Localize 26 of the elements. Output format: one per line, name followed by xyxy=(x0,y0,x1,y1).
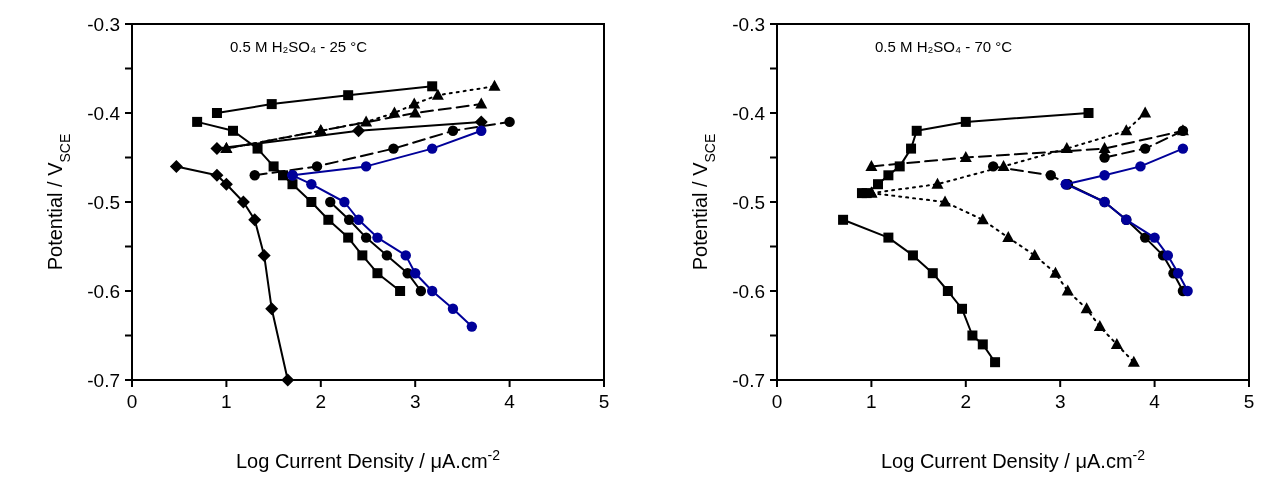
x-tick-label: 1 xyxy=(221,391,232,412)
x-tick-label: 3 xyxy=(409,391,421,412)
x-tick-label: 4 xyxy=(504,391,516,412)
x-tick-label: 4 xyxy=(1149,391,1161,412)
x-tick-label: 5 xyxy=(1243,391,1255,412)
text: 0.5 M H₂SO₄ - 25 °C xyxy=(230,38,368,55)
y-tick-label: -0.7 xyxy=(87,369,120,391)
y-tick-label: -0.6 xyxy=(732,280,765,302)
x-tick-label: 0 xyxy=(771,391,783,412)
x-tick-label: 2 xyxy=(315,391,327,412)
y-tick-label: -0.6 xyxy=(87,280,120,302)
x-tick-label: 3 xyxy=(1054,391,1066,412)
text: 0.5 M H₂SO₄ - 70 °C xyxy=(875,38,1013,55)
y-tick-label: -0.5 xyxy=(732,191,765,213)
y-tick-label: -0.4 xyxy=(87,102,121,124)
y-tick-label: -0.3 xyxy=(732,13,765,35)
y-tick-label: -0.3 xyxy=(87,13,120,35)
x-tick-label: 1 xyxy=(866,391,877,412)
x-axis-title: Log Current Density / μA.cm$^{-2}$ xyxy=(235,447,501,472)
x-tick-label: 5 xyxy=(598,391,610,412)
x-tick-label: 0 xyxy=(126,391,138,412)
x-axis-title: Log Current Density / μA.cm$^{-2}$ xyxy=(880,447,1146,472)
x-tick-label: 2 xyxy=(960,391,972,412)
y-tick-label: -0.7 xyxy=(732,369,765,391)
y-tick-label: -0.5 xyxy=(87,191,120,213)
y-tick-label: -0.4 xyxy=(732,102,766,124)
